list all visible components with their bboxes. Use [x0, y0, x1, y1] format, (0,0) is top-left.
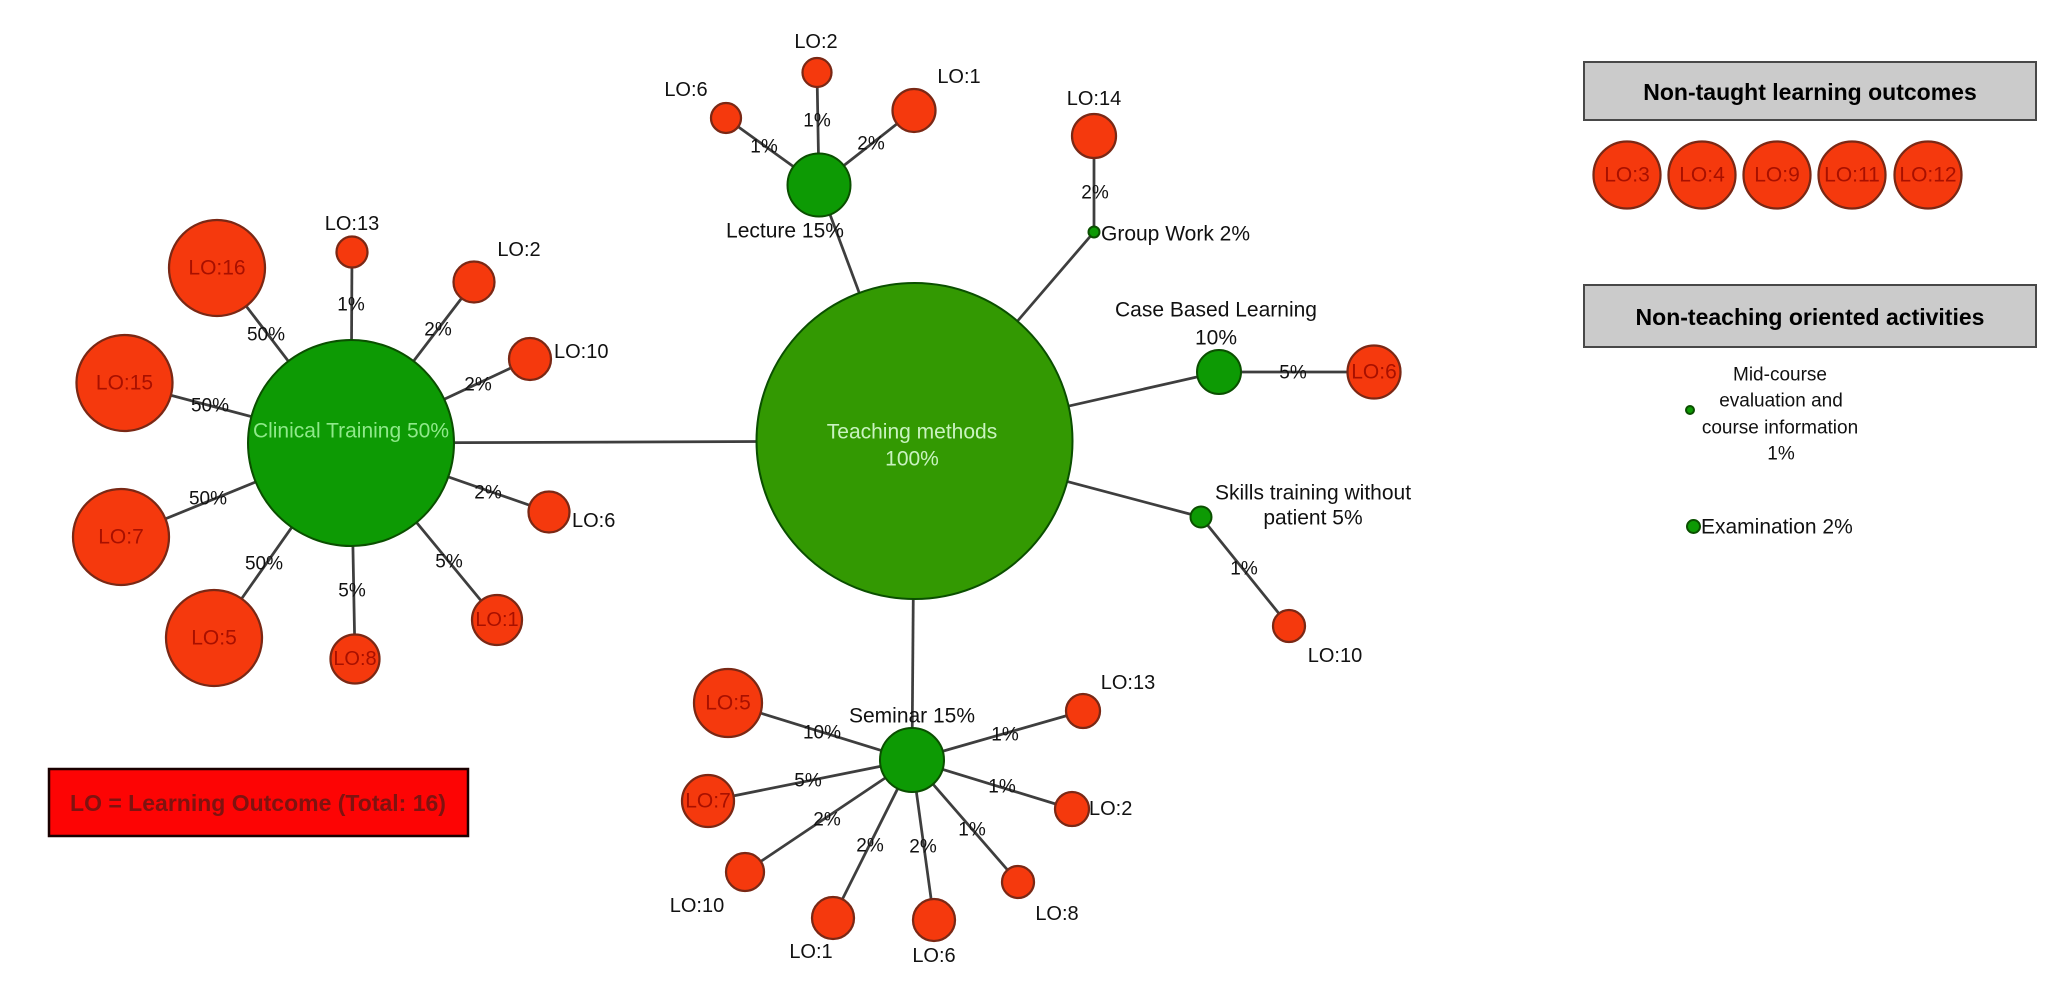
svg-text:LO:2: LO:2 — [794, 31, 837, 53]
svg-text:Case Based Learning: Case Based Learning — [1115, 299, 1317, 322]
svg-text:1%: 1% — [337, 295, 365, 316]
svg-text:5%: 5% — [1279, 363, 1307, 384]
svg-text:LO:10: LO:10 — [1308, 645, 1362, 667]
svg-text:LO:7: LO:7 — [98, 526, 144, 549]
svg-text:LO:3: LO:3 — [1604, 164, 1650, 187]
svg-text:LO:2: LO:2 — [497, 239, 540, 261]
svg-text:LO:5: LO:5 — [705, 692, 751, 715]
svg-text:2%: 2% — [1081, 183, 1109, 204]
svg-text:2%: 2% — [424, 320, 452, 341]
svg-text:Group Work 2%: Group Work 2% — [1101, 223, 1250, 246]
svg-text:2%: 2% — [856, 836, 884, 857]
svg-text:LO:11: LO:11 — [1824, 164, 1880, 187]
svg-text:1%: 1% — [1767, 444, 1795, 465]
svg-text:50%: 50% — [247, 325, 285, 346]
svg-text:LO:1: LO:1 — [789, 941, 832, 963]
svg-text:10%: 10% — [803, 723, 841, 744]
svg-text:LO:5: LO:5 — [191, 627, 237, 650]
svg-text:2%: 2% — [474, 483, 502, 504]
svg-text:5%: 5% — [794, 771, 822, 792]
svg-text:5%: 5% — [435, 552, 463, 573]
svg-text:LO:13: LO:13 — [1101, 672, 1155, 694]
svg-text:1%: 1% — [958, 820, 986, 841]
svg-text:2%: 2% — [857, 134, 885, 155]
svg-text:Skills training without: Skills training without — [1215, 482, 1411, 505]
svg-text:Lecture 15%: Lecture 15% — [726, 220, 844, 243]
svg-text:LO:10: LO:10 — [670, 895, 724, 917]
svg-text:LO:6: LO:6 — [912, 945, 955, 967]
svg-text:1%: 1% — [750, 137, 778, 158]
svg-text:5%: 5% — [338, 581, 366, 602]
svg-text:LO:10: LO:10 — [554, 341, 608, 363]
svg-text:Examination 2%: Examination 2% — [1701, 516, 1853, 539]
svg-text:LO:4: LO:4 — [1679, 164, 1725, 187]
svg-text:2%: 2% — [464, 375, 492, 396]
svg-text:LO:14: LO:14 — [1067, 88, 1121, 110]
svg-text:LO:6: LO:6 — [664, 79, 707, 101]
svg-text:LO:16: LO:16 — [188, 257, 245, 280]
svg-text:LO:6: LO:6 — [572, 510, 615, 532]
svg-text:LO:8: LO:8 — [1035, 903, 1078, 925]
svg-text:100%: 100% — [885, 448, 939, 471]
svg-text:1%: 1% — [988, 777, 1016, 798]
svg-text:1%: 1% — [991, 725, 1019, 746]
svg-text:LO:13: LO:13 — [325, 213, 379, 235]
svg-text:50%: 50% — [189, 489, 227, 510]
svg-text:LO = Learning Outcome (Total:: LO = Learning Outcome (Total: 16) — [70, 790, 446, 816]
svg-text:1%: 1% — [803, 111, 831, 132]
svg-text:patient 5%: patient 5% — [1263, 507, 1362, 530]
svg-text:Clinical Training 50%: Clinical Training 50% — [253, 420, 449, 443]
svg-text:LO:2: LO:2 — [1089, 798, 1132, 820]
svg-text:LO:15: LO:15 — [96, 372, 153, 395]
svg-text:10%: 10% — [1195, 327, 1237, 350]
svg-text:evaluation and: evaluation and — [1719, 391, 1843, 412]
svg-text:Seminar 15%: Seminar 15% — [849, 705, 975, 728]
svg-text:2%: 2% — [909, 837, 937, 858]
svg-text:LO:6: LO:6 — [1351, 361, 1397, 384]
svg-text:Mid-course: Mid-course — [1733, 365, 1827, 386]
svg-text:LO:12: LO:12 — [1899, 164, 1956, 187]
svg-text:Non-teaching oriented activiti: Non-teaching oriented activities — [1636, 304, 1985, 330]
svg-text:Non-taught learning outcomes: Non-taught learning outcomes — [1643, 79, 1977, 105]
svg-text:LO:9: LO:9 — [1754, 164, 1800, 187]
svg-text:1%: 1% — [1230, 559, 1258, 580]
svg-text:course information: course information — [1702, 418, 1858, 439]
svg-text:LO:1: LO:1 — [937, 66, 980, 88]
svg-text:LO:1: LO:1 — [475, 609, 518, 631]
svg-text:2%: 2% — [813, 810, 841, 831]
svg-text:50%: 50% — [245, 554, 283, 575]
svg-text:LO:7: LO:7 — [685, 790, 731, 813]
svg-text:50%: 50% — [191, 396, 229, 417]
svg-text:LO:8: LO:8 — [333, 648, 376, 670]
svg-text:Teaching methods: Teaching methods — [827, 421, 997, 444]
